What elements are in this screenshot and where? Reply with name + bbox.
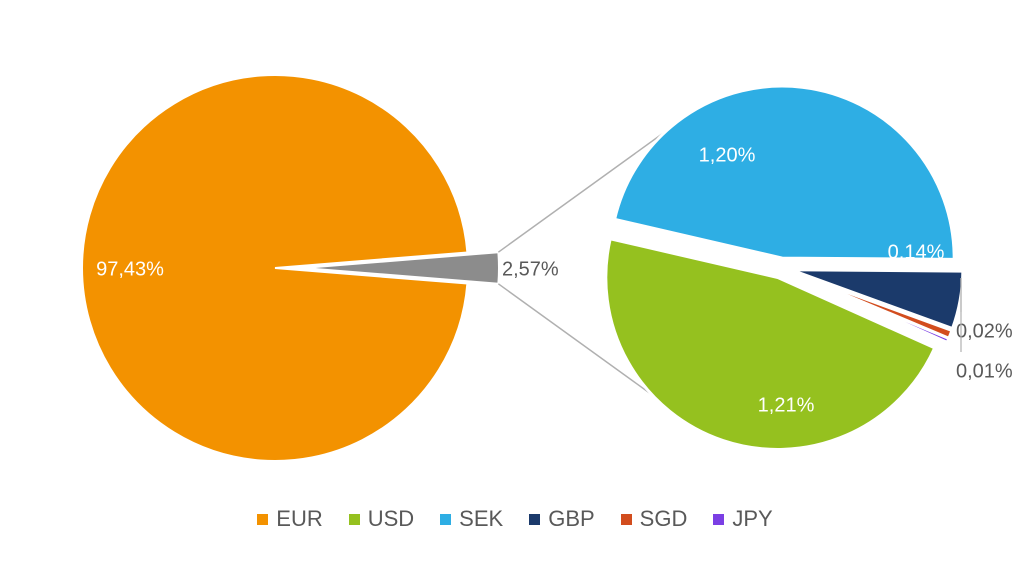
data-labels: 97,43% 2,57% 1,20% 0,14% 0,02% 0,01% 1,21% [96,144,1013,416]
legend-label: SGD [639,506,688,531]
legend-swatch [440,513,452,525]
label-gbp: 0,14% [888,241,945,263]
label-usd: 1,21% [758,394,815,416]
legend-item-gbp: GBP [529,506,595,532]
legend-label: USD [367,506,415,531]
slice-usd [604,236,937,451]
legend-item-eur: EUR [257,506,323,532]
slice-sek [612,84,956,261]
legend-swatch [620,513,632,525]
legend: EUR USD SEK GBP SGD JPY [0,506,1030,532]
legend-label: GBP [548,506,595,531]
legend-label: EUR [276,506,323,531]
legend-item-jpy: JPY [713,506,773,532]
connector-top [497,133,663,253]
legend-item-sek: SEK [440,506,503,532]
legend-label: SEK [459,506,504,531]
legend-item-usd: USD [348,506,415,532]
slice-eur [81,74,469,462]
connector-bottom [497,283,663,403]
label-other: 2,57% [502,258,559,280]
legend-swatch [713,513,725,525]
label-jpy: 0,01% [956,360,1013,382]
slice-jpy [789,270,951,345]
legend-swatch [529,513,541,525]
slice-gbp [790,268,965,331]
connector-lines [497,133,663,403]
label-sgd: 0,02% [956,320,1013,342]
label-eur: 97,43% [96,258,164,280]
label-sek: 1,20% [699,144,756,166]
secondary-pie [604,84,965,451]
pie-of-pie-chart: 97,43% 2,57% 1,20% 0,14% 0,02% 0,01% 1,21% [81,74,1013,462]
slice-other [302,251,501,285]
legend-item-sgd: SGD [620,506,688,532]
legend-swatch [348,513,360,525]
main-pie [81,74,501,462]
legend-label: JPY [732,506,773,531]
legend-swatch [257,513,269,525]
